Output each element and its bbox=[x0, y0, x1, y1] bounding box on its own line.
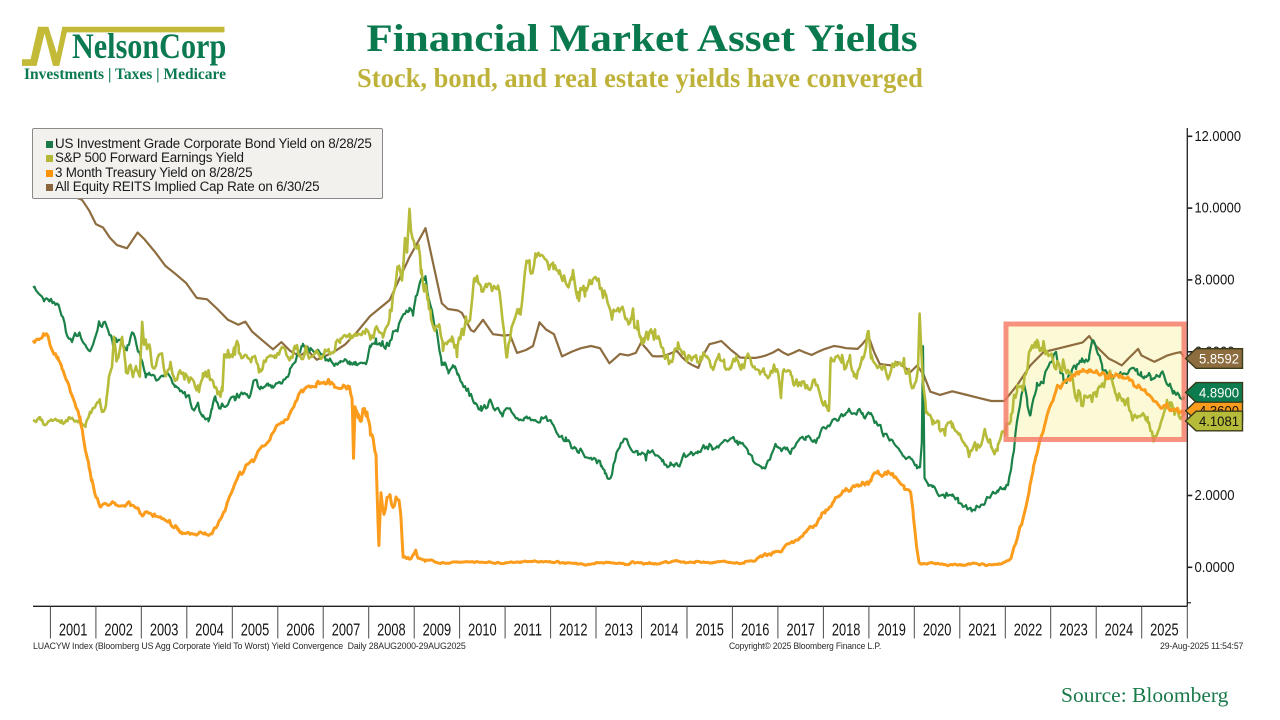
svg-text:2006: 2006 bbox=[286, 620, 315, 640]
svg-text:2003: 2003 bbox=[150, 620, 179, 640]
svg-text:12.0000: 12.0000 bbox=[1195, 129, 1242, 145]
svg-text:2001: 2001 bbox=[59, 620, 88, 640]
svg-text:8.0000: 8.0000 bbox=[1195, 272, 1235, 288]
svg-text:2012: 2012 bbox=[559, 620, 588, 640]
svg-text:2022: 2022 bbox=[1014, 620, 1043, 640]
svg-text:2017: 2017 bbox=[786, 620, 815, 640]
svg-text:2021: 2021 bbox=[968, 620, 997, 640]
svg-text:0.0000: 0.0000 bbox=[1195, 560, 1235, 576]
svg-text:2024: 2024 bbox=[1105, 620, 1134, 640]
svg-text:2014: 2014 bbox=[650, 620, 679, 640]
svg-text:10.0000: 10.0000 bbox=[1195, 201, 1242, 217]
svg-text:2013: 2013 bbox=[605, 620, 634, 640]
svg-text:2002: 2002 bbox=[104, 620, 133, 640]
svg-text:2015: 2015 bbox=[695, 620, 724, 640]
svg-text:2011: 2011 bbox=[514, 620, 543, 640]
svg-text:2010: 2010 bbox=[468, 620, 497, 640]
svg-text:2004: 2004 bbox=[195, 620, 224, 640]
svg-text:2.0000: 2.0000 bbox=[1195, 488, 1235, 504]
svg-text:5.8592: 5.8592 bbox=[1199, 352, 1239, 368]
svg-text:2009: 2009 bbox=[423, 620, 452, 640]
svg-text:2025: 2025 bbox=[1150, 620, 1179, 640]
svg-text:2005: 2005 bbox=[241, 620, 270, 640]
svg-text:4.1081: 4.1081 bbox=[1199, 414, 1239, 430]
svg-text:2008: 2008 bbox=[377, 620, 406, 640]
svg-text:2020: 2020 bbox=[923, 620, 952, 640]
svg-text:2023: 2023 bbox=[1059, 620, 1088, 640]
svg-text:2016: 2016 bbox=[741, 620, 770, 640]
svg-text:2018: 2018 bbox=[832, 620, 861, 640]
svg-text:2019: 2019 bbox=[877, 620, 906, 640]
svg-text:4.8900: 4.8900 bbox=[1199, 385, 1239, 401]
svg-text:2007: 2007 bbox=[332, 620, 361, 640]
